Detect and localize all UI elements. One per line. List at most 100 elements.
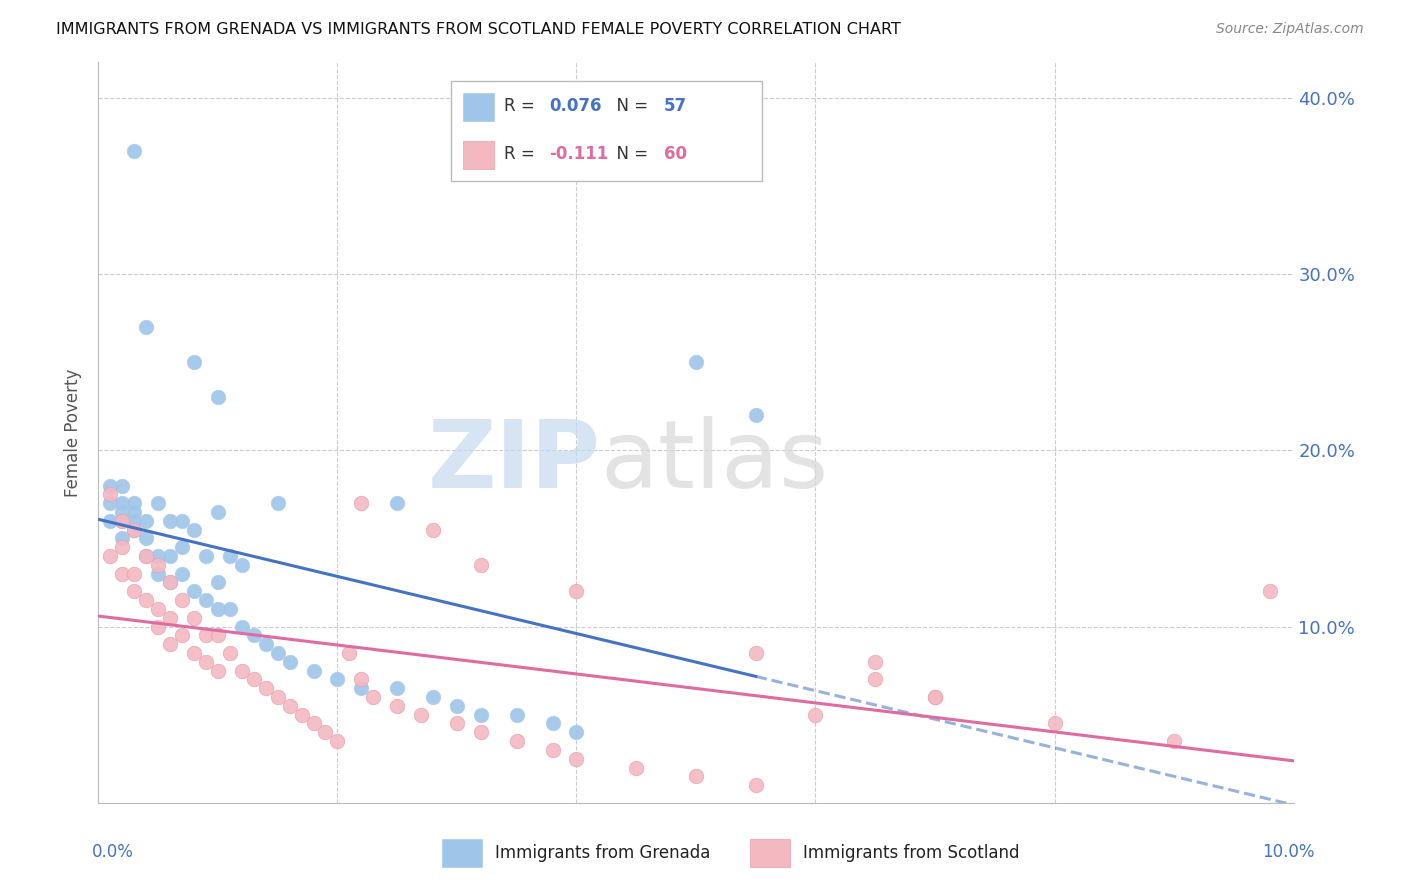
Point <box>111 514 134 528</box>
Text: IMMIGRANTS FROM GRENADA VS IMMIGRANTS FROM SCOTLAND FEMALE POVERTY CORRELATION C: IMMIGRANTS FROM GRENADA VS IMMIGRANTS FR… <box>56 22 901 37</box>
Point <box>148 602 170 616</box>
Point <box>207 664 229 678</box>
Point <box>231 619 253 633</box>
Point <box>159 575 181 590</box>
Point <box>219 549 242 563</box>
Point <box>148 619 170 633</box>
Point <box>278 698 301 713</box>
Point <box>183 584 205 599</box>
Point <box>278 655 301 669</box>
Point <box>159 575 181 590</box>
Point <box>111 540 134 554</box>
Point <box>183 523 205 537</box>
Point <box>924 690 946 704</box>
Point <box>135 319 157 334</box>
Point <box>219 602 242 616</box>
Point <box>183 355 205 369</box>
Point <box>350 681 373 696</box>
Point <box>470 725 492 739</box>
Point <box>124 523 146 537</box>
Point <box>195 593 218 607</box>
Point <box>470 707 492 722</box>
Point <box>111 514 134 528</box>
Point <box>1043 716 1066 731</box>
Point <box>924 690 946 704</box>
Point <box>98 549 122 563</box>
Point <box>111 532 134 546</box>
Point <box>159 549 181 563</box>
Point <box>98 514 122 528</box>
Point <box>207 575 229 590</box>
Point <box>302 664 325 678</box>
Point <box>685 769 707 783</box>
Point <box>172 514 194 528</box>
Point <box>135 549 157 563</box>
Point <box>172 628 194 642</box>
Point <box>111 505 134 519</box>
Point <box>172 566 194 581</box>
Point <box>111 478 134 492</box>
Point <box>135 593 157 607</box>
Point <box>267 496 290 510</box>
Point <box>745 408 768 422</box>
Point <box>124 496 146 510</box>
Point <box>183 610 205 624</box>
Point <box>219 646 242 660</box>
Point <box>339 646 361 660</box>
Point <box>148 566 170 581</box>
Point <box>243 628 266 642</box>
Y-axis label: Female Poverty: Female Poverty <box>65 368 83 497</box>
Point <box>135 549 157 563</box>
Point <box>315 725 337 739</box>
Text: Source: ZipAtlas.com: Source: ZipAtlas.com <box>1216 22 1364 37</box>
Point <box>124 144 146 158</box>
Point <box>804 707 827 722</box>
Text: 0.0%: 0.0% <box>91 843 134 861</box>
Point <box>350 673 373 687</box>
Point <box>98 478 122 492</box>
Point <box>124 505 146 519</box>
Point <box>865 673 887 687</box>
Point <box>411 707 433 722</box>
Point <box>422 690 444 704</box>
Point <box>565 725 588 739</box>
Point <box>326 734 349 748</box>
Point <box>385 698 409 713</box>
Point <box>506 707 529 722</box>
Point <box>195 549 218 563</box>
Point <box>148 496 170 510</box>
Point <box>506 734 529 748</box>
Point <box>135 532 157 546</box>
Text: atlas: atlas <box>600 417 828 508</box>
Point <box>254 637 277 651</box>
Point <box>124 566 146 581</box>
Point <box>385 496 409 510</box>
Text: ZIP: ZIP <box>427 417 600 508</box>
Point <box>159 637 181 651</box>
Point <box>446 716 468 731</box>
Point <box>148 558 170 572</box>
Point <box>207 505 229 519</box>
Point <box>243 673 266 687</box>
Point <box>1258 584 1281 599</box>
Point <box>195 628 218 642</box>
Point <box>267 690 290 704</box>
Point <box>865 655 887 669</box>
Point <box>159 610 181 624</box>
Point <box>565 752 588 766</box>
Point <box>302 716 325 731</box>
Point <box>254 681 277 696</box>
Point <box>267 646 290 660</box>
Point <box>626 760 648 774</box>
Point <box>124 523 146 537</box>
Point <box>446 698 468 713</box>
Point <box>124 514 146 528</box>
Text: 10.0%: 10.0% <box>1263 843 1315 861</box>
Point <box>291 707 314 722</box>
Point <box>195 655 218 669</box>
Point <box>470 558 492 572</box>
Point <box>685 355 707 369</box>
Point <box>231 664 253 678</box>
Point <box>207 390 229 404</box>
Point <box>231 558 253 572</box>
